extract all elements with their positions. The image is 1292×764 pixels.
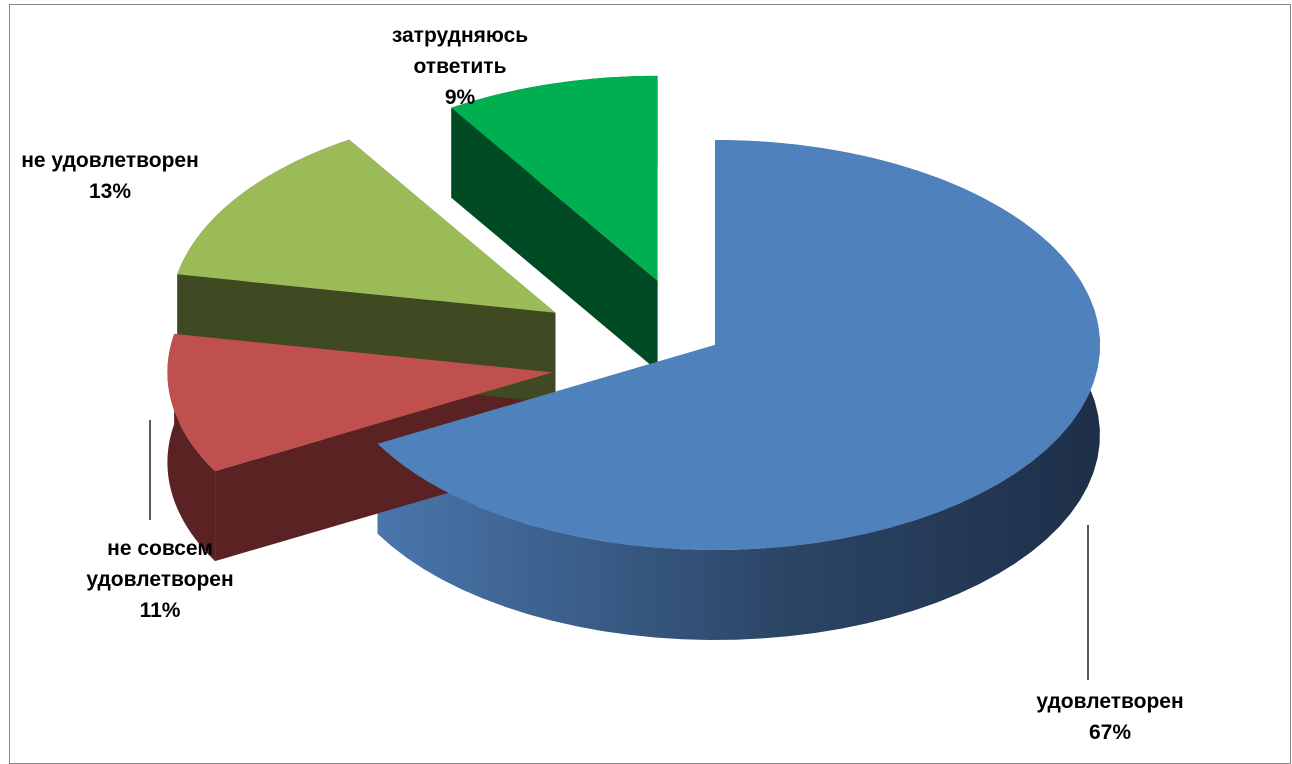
data-label-udovletvoren: удовлетворен 67% <box>1036 690 1183 744</box>
data-label-zatrudnyayus-otvetit-line-0: затрудняюсь <box>392 24 528 47</box>
slice-side-ne-sovsem-udovletvoren <box>167 333 216 562</box>
data-label-ne-udovletvoren: не удовлетворен 13% <box>21 149 199 203</box>
data-label-zatrudnyayus-otvetit-line-1: ответить <box>413 55 506 78</box>
data-label-ne-sovsem-udovletvoren-line-0: не совсем <box>107 537 213 560</box>
slice-ne-sovsem-udovletvoren <box>167 333 553 472</box>
data-label-ne-udovletvoren-line-1: 13% <box>89 180 131 203</box>
data-label-zatrudnyayus-otvetit: затрудняюсь ответить 9% <box>392 24 528 109</box>
slice-ne-udovletvoren <box>177 139 556 313</box>
data-label-ne-sovsem-udovletvoren-line-1: удовлетворен <box>86 568 233 591</box>
data-label-ne-sovsem-udovletvoren-line-2: 11% <box>140 599 181 622</box>
data-label-udovletvoren-line-1: 67% <box>1089 721 1131 744</box>
slice-zatrudnyayus-otvetit <box>451 75 658 281</box>
data-label-ne-udovletvoren-line-0: не удовлетворен <box>21 149 199 172</box>
data-label-udovletvoren-line-0: удовлетворен <box>1036 690 1183 713</box>
slice-udovletvoren <box>377 140 1100 550</box>
data-label-ne-sovsem-udovletvoren: не совсем удовлетворен 11% <box>86 537 233 622</box>
data-label-zatrudnyayus-otvetit-line-2: 9% <box>445 86 476 109</box>
